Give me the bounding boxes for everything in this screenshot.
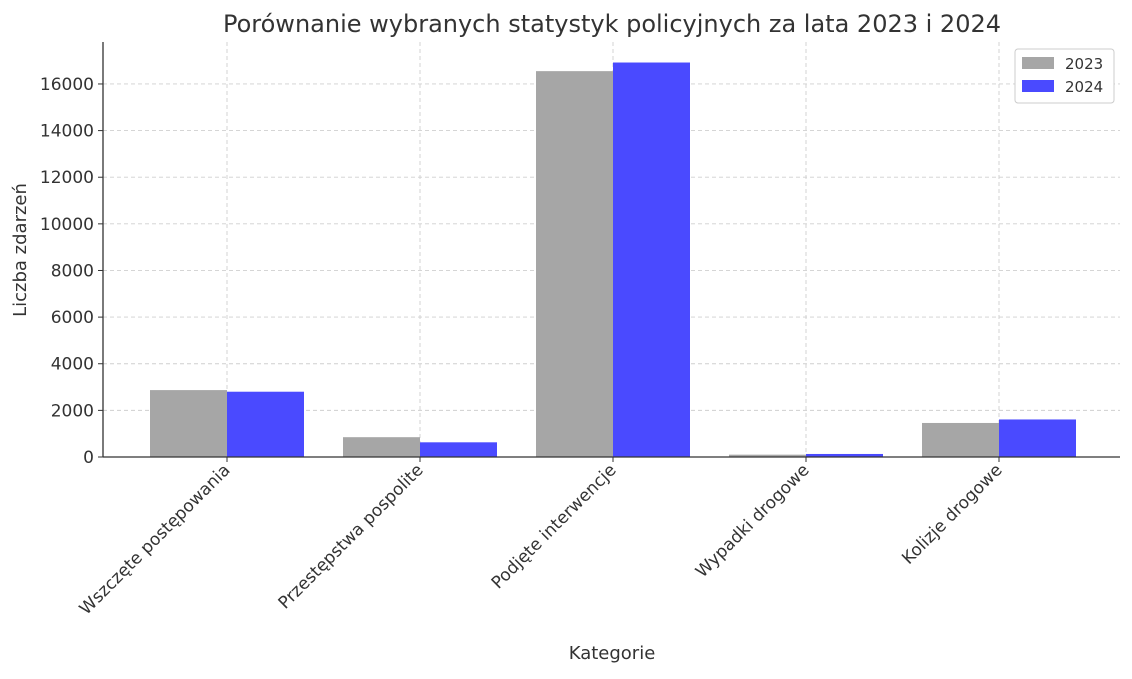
y-tick-label: 12000: [40, 168, 94, 188]
bars: [150, 62, 1076, 458]
legend-swatch-2023: [1022, 57, 1054, 69]
bar-2024-3: [613, 62, 690, 458]
y-tick-label: 6000: [51, 308, 94, 328]
legend-label-2024: 2024: [1065, 78, 1103, 96]
bar-2024-5: [999, 419, 1076, 457]
x-tick-label: Przestępstwa pospolite: [275, 460, 428, 613]
x-tick-label: Kolizje drogowe: [898, 460, 1006, 568]
bar-2024-2: [420, 442, 497, 457]
bar-2023-5: [922, 422, 999, 457]
x-tick-label: Wypadki drogowe: [692, 460, 814, 582]
bar-2023-4: [729, 454, 806, 457]
y-tick-label: 0: [83, 448, 94, 468]
y-tick-label: 2000: [51, 401, 94, 421]
x-axis-ticks: Wszczęte postępowania Przestępstwa pospol…: [76, 457, 1007, 619]
y-axis-title: Liczba zdarzeń: [10, 183, 31, 317]
legend-swatch-2024: [1022, 80, 1054, 92]
x-axis-title: Kategorie: [569, 643, 656, 664]
y-tick-label: 16000: [40, 75, 94, 95]
legend-label-2023: 2023: [1065, 55, 1103, 73]
chart-title: Porównanie wybranych statystyk policyjny…: [223, 10, 1001, 38]
y-tick-label: 4000: [51, 355, 94, 375]
bar-2023-1: [150, 390, 227, 457]
x-tick-label: Wszczęte postępowania: [76, 460, 235, 619]
y-tick-label: 8000: [51, 261, 94, 281]
bar-2024-4: [806, 453, 883, 457]
axes: [102, 42, 1120, 458]
y-tick-label: 14000: [40, 122, 94, 142]
legend: 2023 2024: [1014, 48, 1115, 104]
y-axis-ticks: 0 2000 4000 6000 8000 10000 12000 14000 16000: [40, 75, 103, 468]
y-tick-label: 10000: [40, 215, 94, 235]
bar-2023-3: [536, 71, 613, 458]
bar-2024-1: [227, 391, 304, 457]
bar-2023-2: [343, 437, 420, 457]
x-tick-label: Podjęte interwencje: [488, 460, 621, 593]
